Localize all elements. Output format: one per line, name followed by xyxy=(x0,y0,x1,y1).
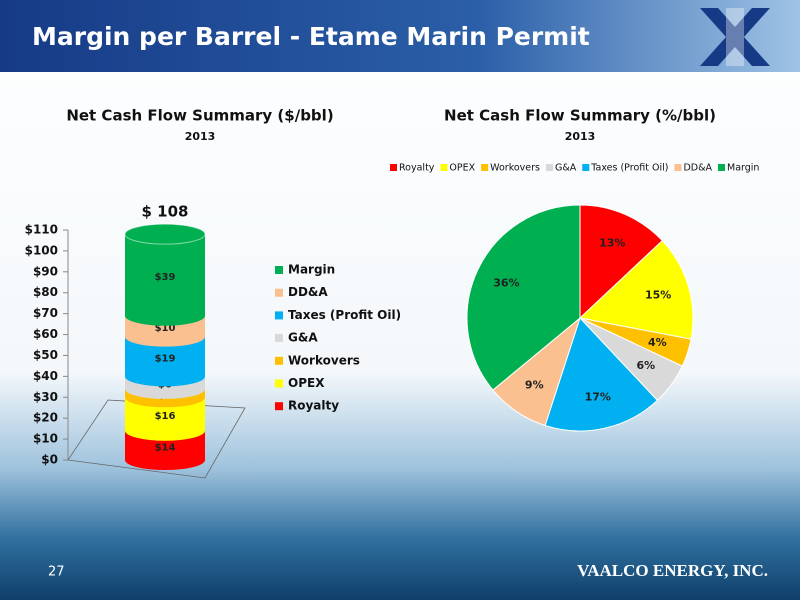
segment-bottom xyxy=(125,420,205,441)
legend-label: Margin xyxy=(727,163,759,174)
legend-swatch xyxy=(275,356,283,365)
segment-bottom xyxy=(125,305,205,326)
value-label: $19 xyxy=(155,354,176,365)
bar-segment xyxy=(125,234,205,316)
legend-swatch xyxy=(390,164,397,171)
legend-label: OPEX xyxy=(449,163,475,174)
page-number: 27 xyxy=(48,565,65,580)
legend-swatch xyxy=(440,164,448,171)
chart-subtitle: 2013 xyxy=(565,130,596,143)
legend-label: OPEX xyxy=(288,376,325,390)
legend-label: G&A xyxy=(288,331,318,345)
pie-slice xyxy=(466,204,581,391)
legend-swatch xyxy=(275,288,283,297)
value-label: 15% xyxy=(645,288,671,301)
value-label: $14 xyxy=(155,442,176,453)
value-label: 4% xyxy=(648,336,667,349)
value-label: $16 xyxy=(155,411,176,422)
y-tick-label: $80 xyxy=(33,285,58,299)
legend-label: Workovers xyxy=(490,163,540,174)
value-label: $39 xyxy=(155,272,176,283)
legend-swatch xyxy=(275,334,283,343)
slide-title: Margin per Barrel - Etame Marin Permit xyxy=(32,22,590,51)
legend-label: G&A xyxy=(555,163,577,174)
legend-label: Margin xyxy=(288,263,335,277)
y-tick-label: $60 xyxy=(33,327,58,341)
value-label: $10 xyxy=(155,323,176,334)
y-tick-label: $20 xyxy=(33,411,58,425)
value-label: 6% xyxy=(636,359,655,372)
legend-swatch xyxy=(546,164,553,171)
y-tick-label: $0 xyxy=(41,453,58,467)
legend-swatch xyxy=(582,164,590,171)
y-tick-label: $50 xyxy=(33,348,58,362)
pie-slice xyxy=(579,204,664,320)
chart-title: Net Cash Flow Summary (%/bbl) xyxy=(444,107,716,125)
chart-title: Net Cash Flow Summary ($/bbl) xyxy=(66,107,333,125)
value-label: 17% xyxy=(585,390,611,403)
legend-swatch xyxy=(718,164,725,171)
legend-label: Taxes (Profit Oil) xyxy=(590,163,668,174)
total-label: $ 108 xyxy=(142,203,189,221)
legend-swatch xyxy=(481,164,489,171)
legend-swatch xyxy=(275,402,283,411)
y-tick-label: $90 xyxy=(33,264,58,278)
y-tick-label: $30 xyxy=(33,390,58,404)
legend-swatch xyxy=(674,164,682,171)
legend-label: DD&A xyxy=(288,285,328,299)
segment-bottom xyxy=(125,450,205,470)
floor xyxy=(67,399,246,479)
logo xyxy=(700,8,770,66)
legend-label: Royalty xyxy=(399,163,435,174)
legend-label: DD&A xyxy=(683,163,712,174)
pie-slice xyxy=(578,239,694,340)
y-tick-label: $100 xyxy=(25,243,58,257)
value-label: 36% xyxy=(493,276,519,289)
y-tick-label: $40 xyxy=(33,369,58,383)
legend-label: Taxes (Profit Oil) xyxy=(288,308,401,322)
legend-swatch xyxy=(275,379,283,388)
legend-label: Workovers xyxy=(288,353,360,367)
legend-swatch xyxy=(275,266,283,274)
y-tick-label: $70 xyxy=(33,306,58,320)
pie-slice xyxy=(544,317,659,432)
charts: Net Cash Flow Summary ($/bbl) 2013 $0 $10 $2… xyxy=(25,107,759,479)
chart-subtitle: 2013 xyxy=(185,130,216,143)
y-tick-label: $110 xyxy=(25,223,58,237)
y-tick-label: $10 xyxy=(33,432,58,446)
segment-bottom xyxy=(125,366,205,387)
value-label: 9% xyxy=(525,378,544,391)
bar-top xyxy=(124,223,206,245)
legend-swatch xyxy=(275,311,283,320)
legend-label: Royalty xyxy=(288,399,339,413)
segment-bottom xyxy=(125,326,205,347)
header-band xyxy=(0,0,800,72)
value-label: 13% xyxy=(599,236,625,249)
company-name: VAALCO ENERGY, INC. xyxy=(577,561,768,580)
